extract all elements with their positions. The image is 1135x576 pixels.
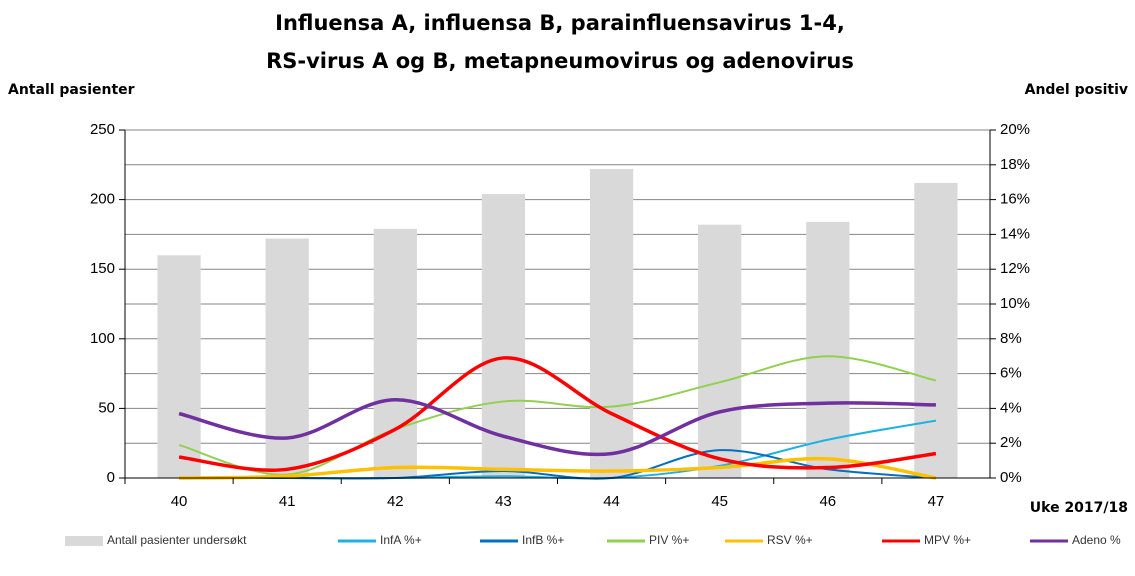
line	[178, 356, 937, 472]
x-tick-label: 42	[387, 493, 404, 510]
bar	[698, 224, 742, 478]
y2-tick-label: 6%	[1000, 365, 1022, 382]
legend-label: Adeno %	[1072, 533, 1121, 547]
bar	[373, 228, 417, 478]
x-tick-label: 45	[711, 493, 728, 510]
y-tick-label: 150	[90, 260, 115, 277]
x-tick-label: 46	[819, 493, 836, 510]
y2-tick-label: 8%	[1000, 330, 1022, 347]
bar	[265, 238, 309, 478]
y2-tick-label: 12%	[1000, 260, 1030, 277]
bar	[589, 168, 634, 478]
line	[178, 355, 937, 476]
line	[179, 456, 937, 480]
y2-tick-label: 10%	[1000, 295, 1030, 312]
y2-tick-label: 4%	[1000, 399, 1022, 416]
chart-title: Influensa A, influensa B, parainfluensav…	[275, 11, 845, 35]
y2-tick-label: 16%	[1000, 191, 1030, 208]
y2-tick-label: 2%	[1000, 434, 1022, 451]
x-tick-label: 41	[279, 493, 296, 510]
y2-tick-label: 18%	[1000, 156, 1030, 173]
bar	[914, 182, 958, 478]
y-tick-label: 50	[98, 399, 115, 416]
y-tick-label: 250	[90, 121, 115, 138]
legend-swatch	[65, 536, 103, 546]
x-tick-label: 43	[495, 493, 512, 510]
y-tick-label: 100	[90, 330, 115, 347]
y-tick-label: 0	[107, 469, 115, 486]
x-tick-label: 44	[603, 493, 620, 510]
x-tick-label: 40	[171, 493, 188, 510]
legend-label: RSV %+	[767, 533, 813, 547]
y-tick-label: 200	[90, 191, 115, 208]
y2-tick-label: 0%	[1000, 469, 1022, 486]
legend-label: Antall pasienter undersøkt	[107, 533, 247, 547]
legend-label: InfB %+	[522, 533, 564, 547]
x-tick-label: 47	[928, 493, 945, 510]
y2-tick-label: 14%	[1000, 225, 1030, 242]
x-axis-label: Uke 2017/18	[1030, 500, 1128, 516]
legend-label: PIV %+	[649, 533, 689, 547]
y2-axis-label: Andel positiv	[1025, 82, 1128, 98]
y2-tick-label: 20%	[1000, 121, 1030, 138]
y-axis-label: Antall pasienter	[8, 82, 135, 98]
line	[178, 397, 936, 457]
legend-label: MPV %+	[924, 533, 971, 547]
bar	[157, 255, 201, 478]
bar	[806, 221, 850, 478]
legend-label: InfA %+	[380, 533, 422, 547]
chart-title: RS-virus A og B, metapneumovirus og aden…	[266, 49, 854, 73]
